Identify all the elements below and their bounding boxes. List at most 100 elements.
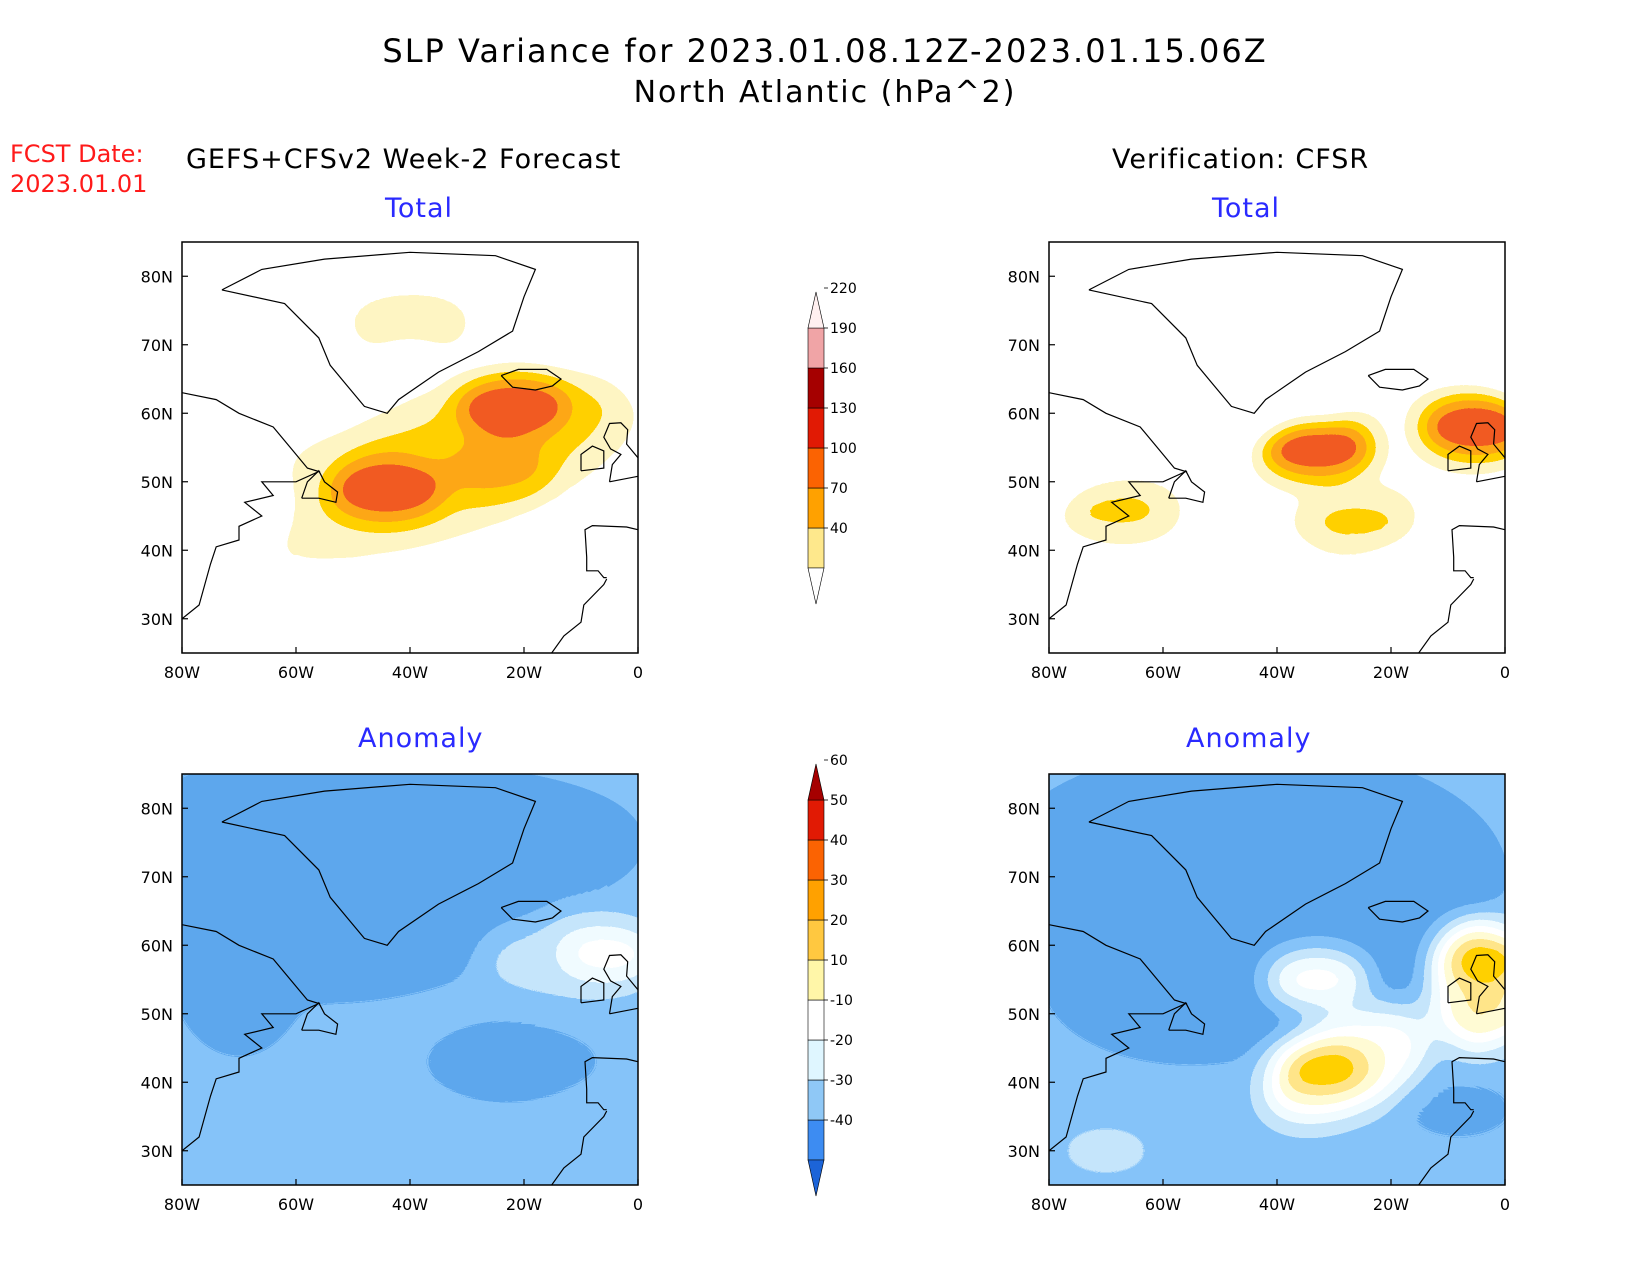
anomaly-colorbar-segment: [807, 839, 825, 881]
forecast-column-header: GEFS+CFSv2 Week-2 Forecast: [186, 144, 622, 175]
fcst-date-value: 2023.01.01: [10, 170, 148, 198]
forecast-anomaly-lat-label: 60N: [141, 936, 173, 955]
forecast-total-lat-label: 70N: [141, 336, 173, 355]
forecast-anomaly-lon-label: 0: [633, 1195, 643, 1214]
verification-anomaly-feature-5: [1055, 1123, 1157, 1178]
forecast-total-lat-label: 30N: [141, 610, 173, 629]
total-colorbar-segment: [807, 487, 825, 529]
anomaly-colorbar-label: -40: [830, 1113, 853, 1129]
verification-anomaly-lat-label: 50N: [1008, 1005, 1040, 1024]
verification-column-header: Verification: CFSR: [1112, 144, 1370, 175]
forecast-anomaly-lat-label: 30N: [141, 1142, 173, 1161]
forecast-anomaly-lat-label: 80N: [141, 799, 173, 818]
fcst-date-label: FCST Date:: [10, 140, 144, 168]
anomaly-colorbar-label: 10: [830, 953, 848, 969]
forecast-total-title: Total: [385, 193, 454, 224]
total-colorbar-label: 160: [830, 361, 857, 377]
verification-anomaly-lon-label: 80W: [1031, 1195, 1067, 1214]
forecast-total-panel: 80W 60W 40W 20W 0 30N 40N 50N 60N 70N 80N: [141, 241, 643, 682]
forecast-anomaly-panel: 80W 60W 40W 20W 0 30N 40N 50N 60N 70N 80N: [141, 773, 643, 1214]
verification-total-feature-1: [1419, 396, 1505, 458]
verification-anomaly-coastline: [1049, 783, 1505, 1185]
forecast-anomaly-lat-label: 50N: [141, 1005, 173, 1024]
total-colorbar-top-arrow: [807, 291, 825, 329]
forecast-anomaly-lon-label: 40W: [392, 1195, 428, 1214]
total-colorbar-segment: [807, 527, 825, 569]
verification-anomaly-panel: 80W 60W 40W 20W 0 30N 40N 50N 60N 70N 80N: [1008, 773, 1510, 1214]
forecast-total-feature-0: [438, 437, 553, 499]
verification-total-title: Total: [1212, 193, 1281, 224]
forecast-total-lon-label: 0: [633, 663, 643, 682]
verification-total-lat-label: 60N: [1008, 404, 1040, 423]
total-colorbar-label: 190: [830, 321, 857, 337]
verification-anomaly-lat-label: 70N: [1008, 868, 1040, 887]
total-colorbar-label: 40: [830, 521, 848, 537]
total-colorbar-segment: [807, 447, 825, 489]
forecast-total-lon-label: 80W: [164, 663, 200, 682]
forecast-total-feature-1: [330, 458, 445, 519]
anomaly-colorbar-label: 60: [830, 753, 848, 769]
forecast-total-lat-label: 40N: [141, 541, 173, 560]
total-colorbar: 40 70 100 130 160 190 220: [807, 281, 857, 605]
verification-anomaly-lat-label: 30N: [1008, 1142, 1040, 1161]
forecast-total-lat-label: 50N: [141, 473, 173, 492]
anomaly-colorbar-segment: [807, 999, 825, 1041]
anomaly-colorbar-label: 30: [830, 873, 848, 889]
anomaly-colorbar-label: 40: [830, 833, 848, 849]
total-colorbar-segment: [807, 367, 825, 409]
verification-total-panel: 80W 60W 40W 20W 0 30N 40N 50N 60N 70N 80N: [1008, 241, 1510, 682]
verification-total-lat-label: 40N: [1008, 541, 1040, 560]
total-colorbar-bottom-arrow: [807, 567, 825, 605]
anomaly-colorbar-label: 50: [830, 793, 848, 809]
verification-total-feature-4: [1220, 300, 1334, 362]
verification-anomaly-feature-3: [1436, 986, 1505, 1041]
forecast-total-lon-label: 40W: [392, 663, 428, 682]
verification-total-lat-label: 30N: [1008, 610, 1040, 629]
forecast-anomaly-lat-label: 70N: [141, 868, 173, 887]
forecast-total-feature-2: [455, 376, 570, 437]
verification-anomaly-lon-label: 40W: [1259, 1195, 1295, 1214]
total-colorbar-segment: [807, 327, 825, 369]
figure-subtitle: North Atlantic (hPa^2): [633, 75, 1017, 110]
figure-title: SLP Variance for 2023.01.08.12Z-2023.01.…: [382, 32, 1268, 70]
verification-anomaly-feature-2: [1436, 931, 1505, 987]
anomaly-colorbar-segment: [807, 959, 825, 1001]
anomaly-colorbar-top-arrow: [807, 763, 825, 801]
total-colorbar-label: 130: [830, 401, 857, 417]
verification-total-lon-label: 40W: [1259, 663, 1295, 682]
forecast-anomaly-lat-label: 40N: [141, 1073, 173, 1092]
verification-anomaly-feature-4: [1265, 952, 1368, 1007]
anomaly-colorbar-segment: [807, 919, 825, 961]
forecast-anomaly-coastline: [182, 783, 638, 1185]
anomaly-colorbar-label: 20: [830, 913, 848, 929]
verification-anomaly-lat-label: 40N: [1008, 1073, 1040, 1092]
verification-anomaly-lat-label: 80N: [1008, 799, 1040, 818]
verification-total-feature-2: [1060, 478, 1175, 540]
verification-anomaly-lat-label: 60N: [1008, 936, 1040, 955]
anomaly-colorbar-segment: [807, 799, 825, 841]
verification-total-lon-label: 20W: [1373, 663, 1409, 682]
anomaly-colorbar-label: -20: [830, 1033, 853, 1049]
forecast-anomaly-feature-1: [558, 924, 638, 980]
forecast-anomaly-feature-2: [450, 1034, 553, 1089]
verification-anomaly-lon-label: 60W: [1145, 1195, 1181, 1214]
verification-total-feature-0: [1259, 417, 1374, 478]
verification-anomaly-lon-label: 20W: [1373, 1195, 1409, 1214]
total-colorbar-segment: [807, 407, 825, 449]
verification-anomaly-feature-0: [1169, 849, 1271, 904]
verification-total-lon-label: 0: [1500, 663, 1510, 682]
verification-total-lon-label: 60W: [1145, 663, 1181, 682]
anomaly-colorbar-segment: [807, 1119, 825, 1161]
forecast-total-coastline: [182, 251, 638, 653]
anomaly-colorbar-label: -30: [830, 1073, 853, 1089]
forecast-anomaly-lon-label: 60W: [278, 1195, 314, 1214]
verification-total-lon-label: 80W: [1031, 663, 1067, 682]
anomaly-colorbar-segment: [807, 1039, 825, 1081]
verification-total-lat-label: 80N: [1008, 267, 1040, 286]
verification-total-lat-label: 50N: [1008, 473, 1040, 492]
verification-anomaly-title: Anomaly: [1186, 723, 1312, 754]
forecast-total-lon-label: 20W: [506, 663, 542, 682]
anomaly-colorbar-label: -10: [830, 993, 853, 1009]
verification-total-coastline: [1049, 251, 1505, 653]
